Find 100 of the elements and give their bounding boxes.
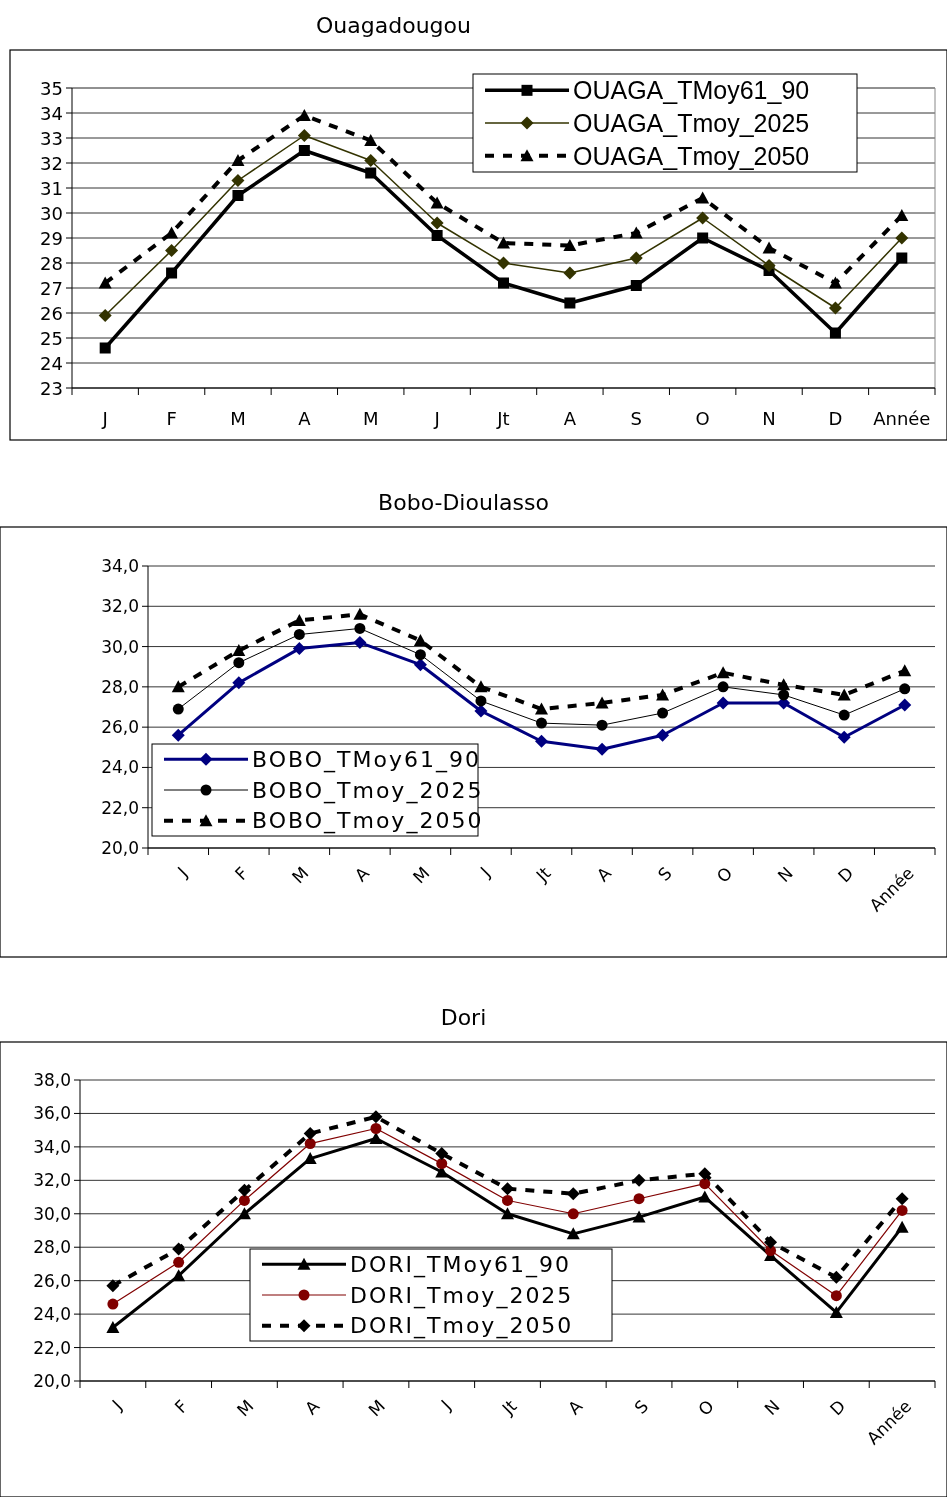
y-tick-label: 30,0 [101, 636, 139, 657]
point [171, 680, 185, 693]
point [233, 657, 245, 669]
x-tick-label: A [350, 862, 374, 886]
y-tick-label: 32,0 [101, 596, 139, 617]
x-tick-label: O [695, 407, 710, 429]
point [293, 628, 305, 640]
point [777, 678, 791, 691]
point [165, 226, 179, 239]
point [535, 702, 548, 715]
point [98, 276, 112, 289]
point [698, 1167, 712, 1181]
x-tick-label: S [630, 1395, 653, 1418]
point [431, 230, 443, 241]
y-tick-label: 26,0 [33, 1270, 71, 1291]
point [896, 1204, 908, 1216]
point [430, 216, 444, 230]
x-tick-label: M [364, 1395, 390, 1421]
y-tick-label: 28,0 [101, 676, 139, 697]
point [895, 1192, 909, 1206]
point [696, 191, 710, 204]
point [838, 709, 850, 721]
x-tick-label: A [563, 407, 577, 429]
point [354, 622, 366, 634]
point [370, 1122, 382, 1134]
point [830, 1290, 842, 1302]
x-tick-label: S [653, 862, 676, 885]
point [369, 1110, 383, 1124]
point [632, 1210, 646, 1223]
point [303, 1152, 317, 1165]
point [430, 196, 444, 209]
y-tick-label: 34 [40, 102, 63, 124]
point [895, 231, 909, 245]
x-tick-label: J [107, 1395, 126, 1415]
legend-label: DORI_TMoy61_90 [350, 1251, 571, 1278]
point [238, 1194, 250, 1206]
x-tick-label: Jt [531, 862, 555, 887]
x-tick-label: N [773, 862, 797, 887]
x-tick-label: F [166, 407, 177, 429]
point [303, 1127, 317, 1141]
x-tick-label: D [833, 862, 858, 887]
point [106, 1279, 120, 1293]
point [828, 276, 842, 289]
point [474, 704, 488, 718]
y-tick-label: 34,0 [33, 1136, 71, 1157]
x-tick-label: F [170, 1395, 192, 1417]
y-tick-label: 32,0 [33, 1170, 71, 1191]
point [436, 1158, 448, 1170]
point [657, 707, 669, 719]
y-tick-label: 26 [40, 302, 63, 324]
point [502, 1194, 513, 1206]
point [365, 167, 377, 179]
x-tick-label: A [592, 862, 616, 886]
point [595, 696, 609, 709]
point [237, 1183, 251, 1197]
x-tick-label: M [232, 1395, 258, 1421]
point [98, 309, 112, 322]
point [563, 266, 577, 280]
x-tick-label: A [563, 1395, 587, 1419]
x-tick-label: M [230, 407, 246, 429]
x-tick-label: Jt [497, 1395, 521, 1420]
point [716, 666, 730, 679]
point [828, 301, 842, 315]
point [837, 730, 851, 744]
x-tick-label: F [230, 862, 252, 884]
point [566, 1187, 580, 1201]
y-tick-label: 20,0 [101, 838, 139, 858]
point [778, 689, 790, 701]
point [498, 277, 509, 289]
point [435, 1147, 449, 1161]
x-tick-label: N [762, 407, 776, 429]
y-tick-label: 30,0 [33, 1203, 71, 1224]
point [629, 251, 643, 265]
y-tick-label: 27 [40, 277, 63, 299]
point [237, 1207, 251, 1220]
point [898, 664, 912, 677]
y-tick-label: 28 [40, 252, 63, 274]
point [716, 696, 730, 710]
point [173, 1256, 185, 1268]
y-tick-label: 35 [40, 77, 63, 99]
point [475, 695, 487, 707]
x-tick-label: D [828, 407, 843, 429]
point [501, 1182, 514, 1196]
point [630, 280, 642, 291]
point [895, 209, 909, 221]
x-tick-label: Année [873, 407, 931, 429]
x-tick-label: J [101, 407, 108, 429]
legend-label: OUAGA_Tmoy_2050 [573, 141, 810, 170]
point [829, 1270, 843, 1284]
legend-label: OUAGA_TMoy61_90 [573, 76, 810, 105]
x-tick-label: J [172, 862, 192, 882]
point [364, 134, 378, 146]
y-tick-label: 24 [40, 352, 63, 374]
point [172, 1269, 186, 1282]
point [172, 703, 184, 715]
point [231, 154, 245, 166]
x-tick-label: Jt [496, 407, 510, 429]
point [697, 232, 709, 244]
legend-label: BOBO_Tmoy_2025 [252, 777, 484, 804]
point [413, 634, 427, 647]
